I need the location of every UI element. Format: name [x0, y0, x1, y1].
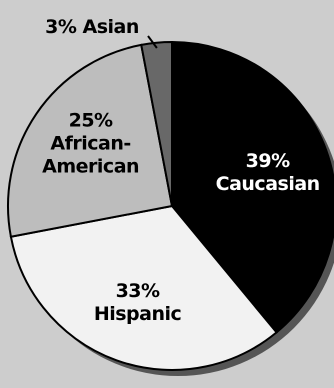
- slice-label-african-american: 25% African-American: [42, 110, 139, 178]
- slice-label-asian: 3% Asian: [45, 16, 139, 38]
- pie-slices: [7, 40, 334, 371]
- leader-line-asian: [147, 35, 158, 49]
- pie-slice-hispanic: [9, 204, 278, 371]
- pie-slice-african-american: [7, 43, 174, 238]
- slice-label-hispanic: 33% Hispanic: [94, 280, 181, 325]
- pie-slice-caucasian: [171, 40, 334, 334]
- pie-slice-asian: [140, 40, 173, 207]
- pie-labels: 39% Caucasian 33% Hispanic 25% African-Americ…: [42, 16, 320, 325]
- slice-label-caucasian: 39% Caucasian: [216, 150, 320, 195]
